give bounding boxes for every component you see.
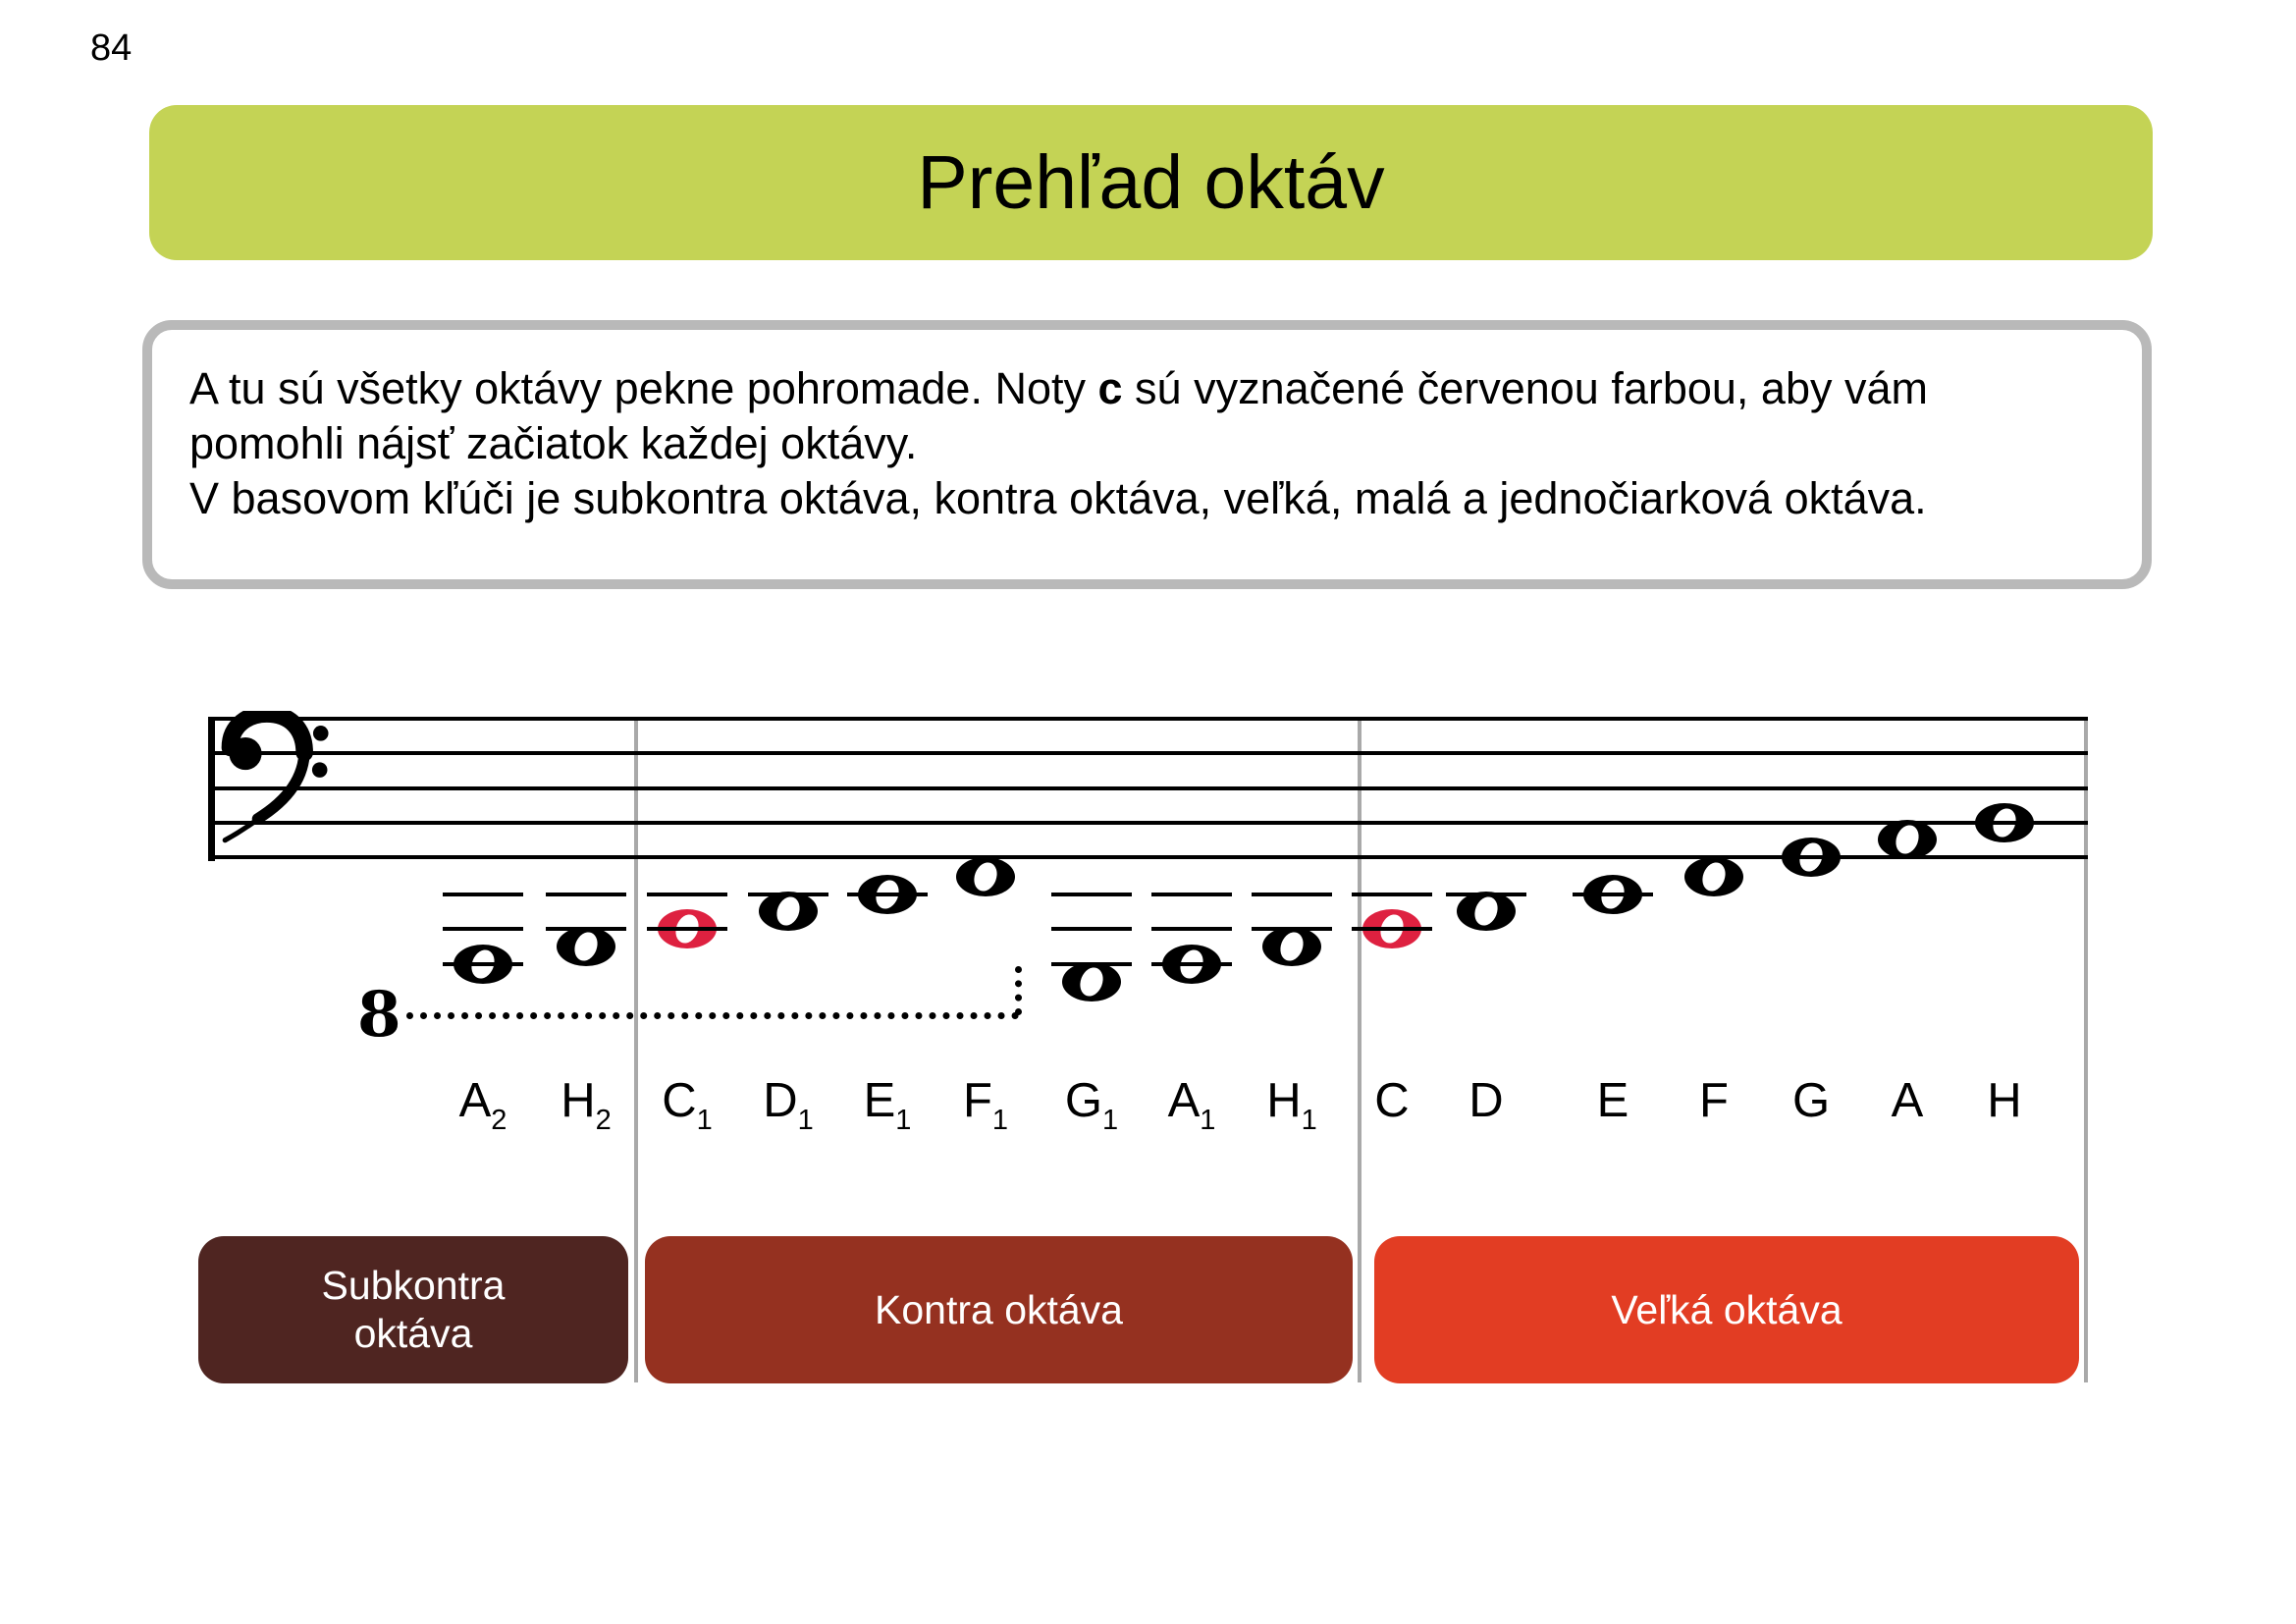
section-divider: [634, 717, 638, 1382]
ledger-line: [1151, 893, 1232, 896]
ledger-line: [443, 962, 523, 966]
ledger-line: [546, 893, 626, 896]
section-divider: [2084, 717, 2088, 1382]
section-box-velka: Veľká oktáva: [1374, 1236, 2079, 1383]
ledger-line: [1252, 927, 1332, 931]
ledger-line: [647, 927, 727, 931]
staff-line: [208, 821, 2088, 825]
ledger-line: [1252, 893, 1332, 896]
ledger-line: [748, 893, 828, 896]
note-label-D: D: [1468, 1074, 1504, 1127]
note-label-C1: C1: [662, 1074, 713, 1136]
note-label-D1: D1: [763, 1074, 814, 1136]
whole-note-H1: [1261, 926, 1322, 967]
note-label-F: F: [1699, 1074, 1729, 1127]
page-number: 84: [90, 27, 133, 69]
intro-line1-pre: A tu sú všetky oktávy pekne pohromade. N…: [189, 363, 1098, 413]
title-banner: Prehľad oktáv: [149, 105, 2153, 260]
octave-dotted-line-end: [1015, 966, 1022, 1015]
section-label: oktáva: [353, 1311, 473, 1356]
octave-dotted-line: [406, 1012, 1019, 1019]
ledger-line: [647, 893, 727, 896]
whole-note-D1: [758, 891, 819, 932]
note-label-A2: A2: [458, 1074, 507, 1136]
staff-line: [208, 751, 2088, 755]
intro-bold-c: c: [1097, 363, 1123, 413]
section-label: Veľká oktáva: [1611, 1286, 1842, 1332]
ledger-line: [1051, 927, 1132, 931]
ledger-line: [847, 893, 928, 896]
note-label-E: E: [1596, 1074, 1629, 1127]
section-divider: [1358, 717, 1362, 1382]
staff-line: [208, 855, 2088, 859]
staff-line: [208, 786, 2088, 790]
whole-note-G1: [1061, 961, 1122, 1002]
intro-text: A tu sú všetky oktávy pekne pohromade. N…: [189, 361, 2112, 526]
section-box-kontra: Kontra oktáva: [645, 1236, 1353, 1383]
page-title: Prehľad oktáv: [917, 139, 1385, 225]
ledger-line: [1051, 893, 1132, 896]
note-label-G: G: [1791, 1074, 1831, 1127]
intro-box: A tu sú všetky oktávy pekne pohromade. N…: [142, 320, 2152, 589]
whole-note-H2: [556, 926, 616, 967]
intro-line3: V basovom kľúči je subkontra oktáva, kon…: [189, 473, 1927, 523]
ledger-line: [546, 927, 626, 931]
intro-line1-post: sú vyznačené červenou farbou, aby vám: [1122, 363, 1928, 413]
ledger-line: [1151, 927, 1232, 931]
whole-note-D: [1456, 891, 1517, 932]
note-label-F1: F1: [962, 1074, 1009, 1136]
note-label-C: C: [1374, 1074, 1410, 1127]
note-label-A: A: [1891, 1074, 1924, 1127]
octave-marker: 8: [357, 978, 401, 1052]
ledger-line: [1352, 927, 1432, 931]
whole-note-F1: [955, 856, 1016, 897]
intro-line2: pomohli nájsť začiatok každej oktávy.: [189, 418, 918, 468]
ledger-line: [1446, 893, 1526, 896]
ledger-line: [443, 893, 523, 896]
whole-note-A: [1877, 819, 1938, 860]
ledger-line: [1352, 893, 1432, 896]
section-label: Subkontra: [321, 1263, 506, 1308]
note-label-A1: A1: [1167, 1074, 1216, 1136]
ledger-line: [1151, 962, 1232, 966]
note-label-H: H: [1987, 1074, 2022, 1127]
bass-clef-icon: [221, 711, 329, 843]
note-label-G1: G1: [1064, 1074, 1119, 1136]
note-label-H2: H2: [561, 1074, 612, 1136]
ledger-line: [443, 927, 523, 931]
note-label-E1: E1: [863, 1074, 912, 1136]
ledger-line: [1051, 962, 1132, 966]
staff-barline: [208, 717, 215, 861]
section-label: Kontra oktáva: [875, 1286, 1123, 1332]
note-label-H1: H1: [1266, 1074, 1317, 1136]
whole-note-F: [1683, 856, 1744, 897]
section-box-subkontra: Subkontra oktáva: [198, 1236, 628, 1383]
staff-line: [208, 717, 2088, 721]
ledger-line: [1573, 893, 1653, 896]
